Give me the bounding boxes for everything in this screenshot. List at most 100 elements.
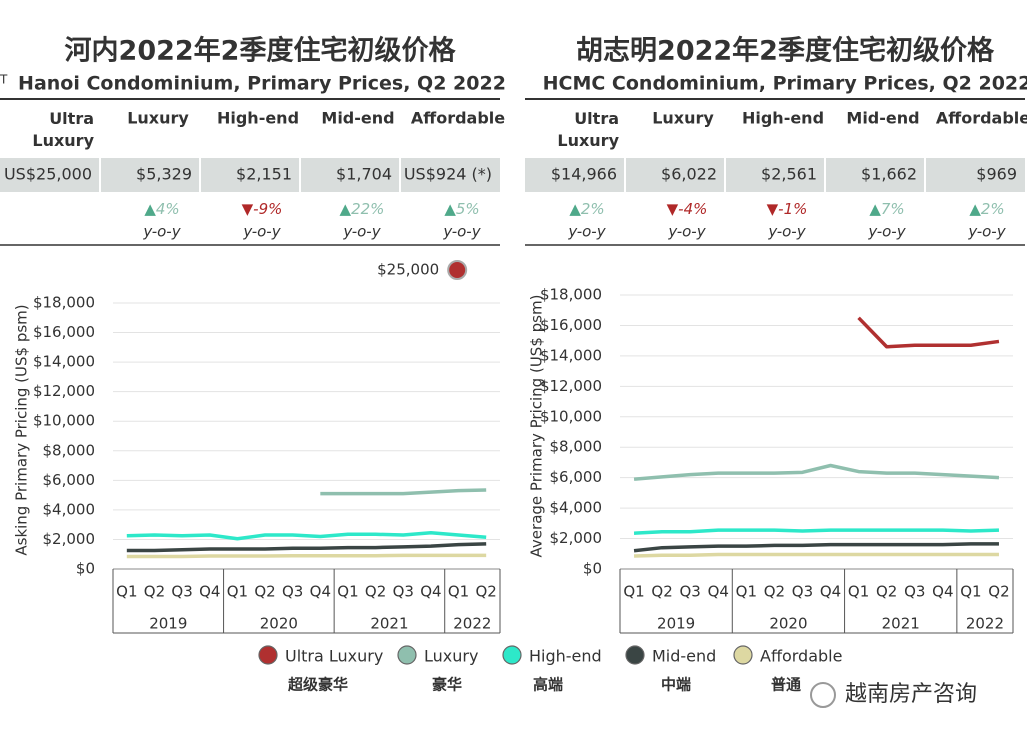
off-scale-point [447,260,468,280]
price: $14,966 [551,165,617,184]
yoy-note: y-o-y [442,223,481,241]
year-label: 2020 [769,615,807,633]
x-tick-label: Q4 [420,583,441,601]
panel-title: 河内2022年2季度住宅初级价格 [65,35,457,67]
y-tick-label: $18,000 [33,294,95,312]
x-tick-label: Q1 [736,583,757,601]
change-arrow: ▼ [767,200,779,218]
legend-label-cn: 豪华 [432,676,462,694]
watermark: 越南房产咨询 [810,682,977,708]
x-tick-label: Q4 [932,583,953,601]
change-arrow: ▲ [869,200,881,218]
legend-label: Ultra Luxury [285,647,383,666]
yoy-note: y-o-y [242,223,281,241]
y-axis-label: Asking Primary Pricing (US$ psm) [13,304,31,555]
price: US$924 (*) [404,165,492,184]
year-label: 2019 [149,615,187,633]
x-tick-label: Q1 [848,583,869,601]
x-tick-label: Q3 [904,583,925,601]
x-tick-label: Q2 [651,583,672,601]
change-pct: -1% [778,200,807,218]
yoy-note: y-o-y [567,223,606,241]
change-arrow: ▲ [969,200,981,218]
y-tick-label: $16,000 [33,323,95,341]
x-tick-label: Q4 [820,583,841,601]
legend-label: Affordable [760,647,842,666]
annotation-label: $25,000 [377,261,439,279]
y-tick-label: $0 [76,560,95,578]
segment-header: Mid-end [846,109,919,128]
x-tick-label: Q4 [708,583,729,601]
x-tick-label: Q2 [988,583,1009,601]
change-arrow: ▼ [242,200,254,218]
series-line [126,553,487,559]
price: $2,151 [236,165,292,184]
x-tick-label: Q4 [199,583,220,601]
legend-label-cn: 超级豪华 [287,676,348,694]
legend-label: Mid-end [652,647,716,666]
y-tick-label: $0 [583,560,602,578]
yoy-change: ▼-4% [667,200,708,218]
y-tick-label: $4,000 [43,500,96,518]
price-band [525,158,1025,192]
change-arrow: ▲ [144,200,156,218]
series-line [633,542,999,553]
x-tick-label: Q2 [254,583,275,601]
y-tick-label: $10,000 [33,412,95,430]
year-label: 2022 [453,615,491,633]
x-tick-label: Q2 [144,583,165,601]
y-tick-label: $18,000 [540,286,602,304]
segment-header: Luxury [127,109,189,128]
legend-label-cn: 高端 [533,676,563,694]
yoy-note: y-o-y [967,223,1006,241]
panel-subtitle: HCMC Condominium, Primary Prices, Q2 202… [543,73,1027,95]
legend-label: High-end [529,647,602,666]
segment-header: High-end [742,109,824,128]
series-line [633,463,1000,481]
x-tick-label: Q1 [116,583,137,601]
x-tick-label: Q3 [679,583,700,601]
price: US$25,000 [4,165,92,184]
yoy-change: ▲2% [969,200,1004,218]
y-tick-label: $4,000 [550,499,603,517]
legend-swatch [258,645,278,665]
series-line [126,531,487,541]
price: $5,329 [136,165,192,184]
legend-label: Luxury [424,647,478,666]
price: $6,022 [661,165,717,184]
yoy-change: ▲2% [569,200,604,218]
year-label: 2019 [657,615,695,633]
price: $1,704 [336,165,392,184]
edge-fragment: T [0,73,8,87]
y-tick-label: $10,000 [540,407,602,425]
watermark-text: 越南房产咨询 [845,682,977,707]
series-line [857,316,1000,349]
series-line [126,542,487,553]
yoy-change: ▼-1% [767,200,808,218]
change-arrow: ▲ [444,200,456,218]
price: $2,561 [761,165,817,184]
change-pct: 4% [156,200,180,218]
series-line [633,528,1000,535]
x-tick-label: Q3 [792,583,813,601]
y-axis-label: Average Primary Pricing (US$ psm) [528,295,546,558]
segment-header: Ultra Luxury [557,109,619,150]
y-tick-label: $12,000 [33,382,95,400]
legend-label-cn: 普通 [771,676,801,694]
y-tick-label: $12,000 [540,377,602,395]
segment-header: Affordable [411,109,505,128]
x-tick-label: Q3 [282,583,303,601]
segment-header: Luxury [652,109,714,128]
legend-swatch [625,645,645,665]
yoy-note: y-o-y [867,223,906,241]
y-tick-label: $8,000 [43,441,96,459]
segment-header: Ultra Luxury [32,109,94,150]
change-pct: -9% [253,200,282,218]
change-pct: -4% [678,200,707,218]
segment-header: Mid-end [321,109,394,128]
yoy-note: y-o-y [667,223,706,241]
panel-subtitle: Hanoi Condominium, Primary Prices, Q2 20… [18,73,506,95]
change-pct: 2% [581,200,605,218]
change-arrow: ▼ [667,200,679,218]
y-tick-label: $2,000 [43,530,96,548]
